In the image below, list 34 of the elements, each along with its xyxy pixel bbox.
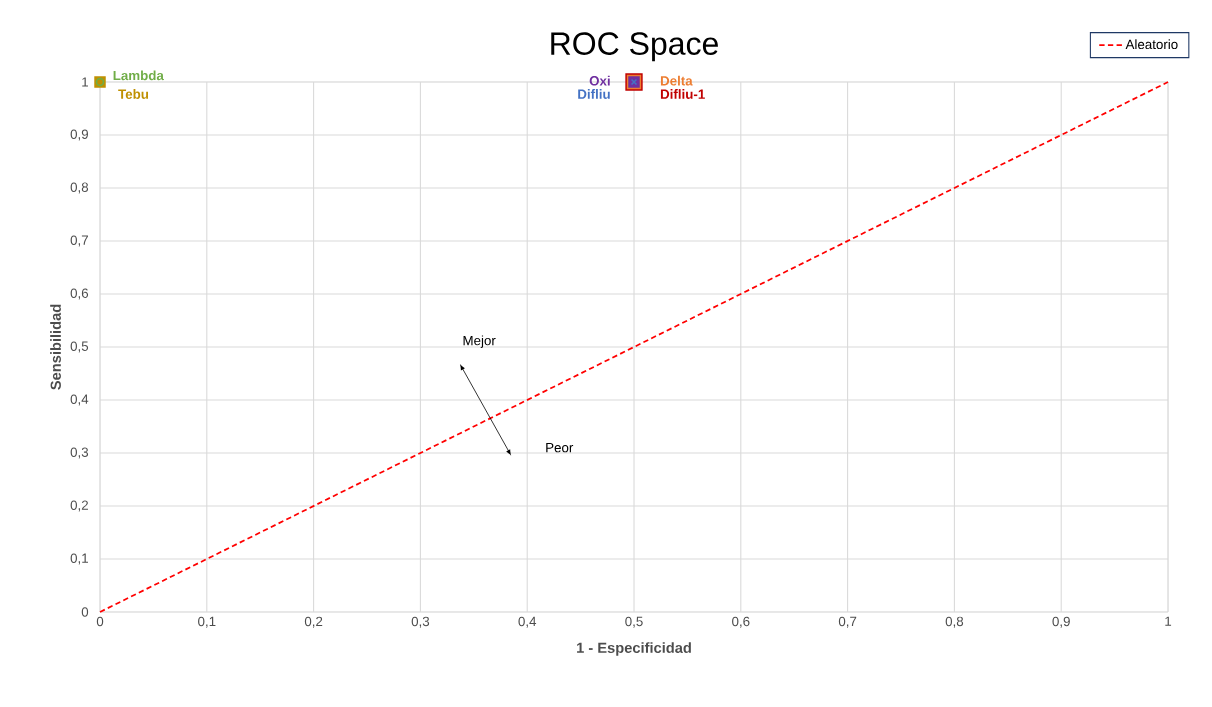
y-tick-label: 0,5 [70, 341, 89, 353]
x-tick-label: 0,1 [198, 616, 216, 628]
x-tick-label: 0,4 [518, 616, 537, 628]
series-label: Oxi [589, 75, 610, 86]
y-tick-label: 0,2 [70, 500, 88, 512]
x-tick-label: 0,2 [304, 616, 323, 628]
series-label: Difliu [578, 89, 610, 100]
x-tick-label: 0,3 [411, 616, 430, 628]
chart-title: ROC Space [551, 32, 718, 62]
y-tick-label: 0,8 [70, 182, 89, 194]
x-tick-label: 0,7 [838, 616, 857, 628]
x-axis-title: 1 - Especificidad [577, 642, 691, 657]
y-tick-label: 0,3 [70, 447, 89, 459]
x-tick-label: 0,6 [732, 616, 750, 628]
annotation: Mejor [463, 335, 496, 349]
series-label: Lambda [113, 70, 164, 81]
x-tick-label: 0,9 [1052, 616, 1070, 628]
series-label: Tebu [118, 89, 149, 100]
x-tick-label: 1 [1165, 616, 1172, 627]
y-tick-label: 0 [81, 607, 89, 617]
y-tick-label: 0,4 [70, 394, 89, 406]
y-axis-title: Sensibilidad [50, 304, 61, 390]
x-tick-label: 0,5 [625, 616, 643, 628]
y-tick-label: 0,6 [70, 288, 89, 300]
series-label: Difliu-1 [660, 89, 705, 100]
y-tick-label: 0,1 [70, 553, 88, 565]
y-tick-label: 1 [82, 77, 88, 87]
annotation: Peor [546, 443, 574, 453]
y-tick-label: 0,9 [70, 129, 89, 141]
x-tick-label: 0 [96, 616, 104, 627]
x-tick-label: 0,8 [945, 616, 964, 628]
legend-label: Aleatorio [1125, 39, 1178, 50]
y-tick-label: 0,7 [70, 235, 88, 247]
series-label: Delta [660, 75, 693, 86]
